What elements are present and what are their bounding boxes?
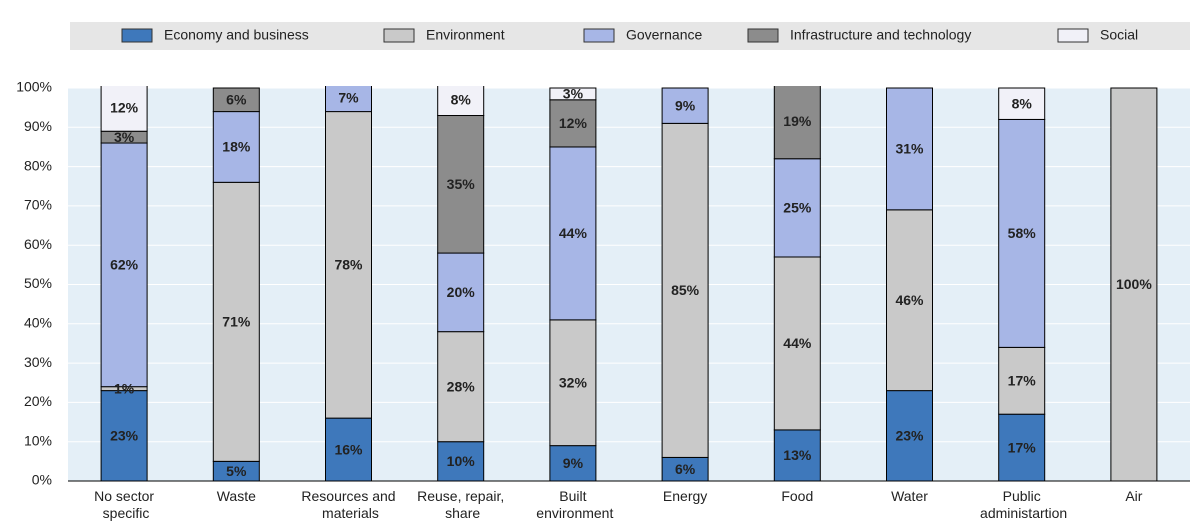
bars xyxy=(100,86,1158,482)
x-tick-label: Public administartion xyxy=(976,488,1067,521)
value-label: 35% xyxy=(447,176,476,192)
value-label: 7% xyxy=(338,90,359,106)
value-label: 13% xyxy=(783,447,812,463)
value-label: 9% xyxy=(675,97,696,113)
bar-segment xyxy=(437,441,485,482)
bar-segment xyxy=(1110,87,1158,482)
bar-segment xyxy=(998,118,1046,348)
value-label: 32% xyxy=(559,374,588,390)
y-tick-label: 80% xyxy=(24,157,52,173)
value-label: 23% xyxy=(895,428,924,444)
x-tick-label: Resources and materials xyxy=(301,488,395,521)
value-label: 12% xyxy=(559,115,588,131)
value-label: 31% xyxy=(895,141,924,157)
bar-segment xyxy=(549,99,597,148)
y-tick-label: 20% xyxy=(24,393,52,409)
value-label: 3% xyxy=(563,86,584,102)
bar-segment xyxy=(325,111,372,419)
value-label: 8% xyxy=(1012,95,1033,111)
value-label: 8% xyxy=(451,91,472,107)
bar-segment xyxy=(549,87,597,101)
legend-background xyxy=(70,22,1190,50)
bar-segment xyxy=(773,256,821,431)
x-tick-label: Water xyxy=(891,488,928,504)
value-label: 16% xyxy=(334,441,363,457)
x-tick-label: Built environment xyxy=(532,488,613,521)
x-tick-label: Air xyxy=(1125,488,1142,504)
value-label: 18% xyxy=(222,139,251,155)
value-label: 44% xyxy=(559,225,588,241)
legend-label: Economy and business xyxy=(164,27,309,43)
x-tick-label: Food xyxy=(781,488,813,504)
x-tick-label: Energy xyxy=(663,488,707,504)
value-label: 85% xyxy=(671,282,700,298)
bar-segment xyxy=(100,142,148,388)
y-tick-label: 40% xyxy=(24,315,52,331)
bar-segment xyxy=(773,158,821,258)
y-tick-label: 90% xyxy=(24,118,52,134)
value-label: 62% xyxy=(110,257,139,273)
value-label: 71% xyxy=(222,314,251,330)
bar-segment xyxy=(325,86,372,113)
value-label: 19% xyxy=(783,113,812,129)
value-label: 17% xyxy=(1008,372,1037,388)
legend-label: Governance xyxy=(626,27,702,43)
legend-swatch xyxy=(1057,28,1089,43)
y-tick-label: 50% xyxy=(24,275,52,291)
legend-label: Social xyxy=(1100,27,1138,43)
value-label: 10% xyxy=(447,453,476,469)
legend-swatch xyxy=(121,28,153,43)
x-tick-label: Waste xyxy=(217,488,256,504)
value-label: 44% xyxy=(783,335,812,351)
value-label: 3% xyxy=(114,129,135,145)
bar-segment xyxy=(773,429,821,482)
value-label: 20% xyxy=(447,284,476,300)
bar-segment xyxy=(549,319,597,447)
bar-segment xyxy=(998,346,1046,415)
bar-segment xyxy=(212,87,260,113)
legend-swatch xyxy=(583,28,615,43)
bar-segment xyxy=(325,417,372,482)
bar-segment xyxy=(100,86,148,132)
value-label: 23% xyxy=(110,428,139,444)
bar-segment xyxy=(437,331,485,443)
x-tick-label: Reuse, repair, share xyxy=(417,488,504,521)
legend-swatch xyxy=(747,28,779,43)
y-tick-label: 30% xyxy=(24,354,52,370)
value-label: 25% xyxy=(783,200,812,216)
bar-segment xyxy=(661,87,709,124)
value-label: 58% xyxy=(1008,225,1037,241)
x-tick-label: No sector specific xyxy=(94,488,154,521)
value-label: 28% xyxy=(447,378,476,394)
bar-segment xyxy=(437,86,485,117)
legend-label: Environment xyxy=(426,27,505,43)
value-label: 5% xyxy=(226,463,247,479)
y-tick-label: 70% xyxy=(24,197,52,213)
bar-segment xyxy=(773,86,821,160)
value-label: 100% xyxy=(1116,276,1152,292)
bar-segment xyxy=(549,146,597,321)
legend-label: Infrastructure and technology xyxy=(790,27,971,43)
y-tick-label: 10% xyxy=(24,432,52,448)
y-tick-label: 0% xyxy=(32,472,52,488)
value-label: 46% xyxy=(895,292,924,308)
value-label: 12% xyxy=(110,99,139,115)
bar-segment xyxy=(661,122,709,458)
y-tick-label: 60% xyxy=(24,236,52,252)
value-label: 17% xyxy=(1008,439,1037,455)
value-label: 78% xyxy=(334,257,363,273)
value-label: 9% xyxy=(563,455,584,471)
value-label: 1% xyxy=(114,380,135,396)
bar-segment xyxy=(886,390,933,482)
bar-segment xyxy=(437,115,485,254)
value-label: 6% xyxy=(226,91,247,107)
bar-segment xyxy=(437,252,485,333)
bar-segment xyxy=(549,445,597,482)
bar-segment xyxy=(998,87,1046,120)
bar-segment xyxy=(886,87,933,211)
legend-swatch xyxy=(383,28,415,43)
y-tick-label: 100% xyxy=(16,79,52,95)
value-label: 6% xyxy=(675,461,696,477)
